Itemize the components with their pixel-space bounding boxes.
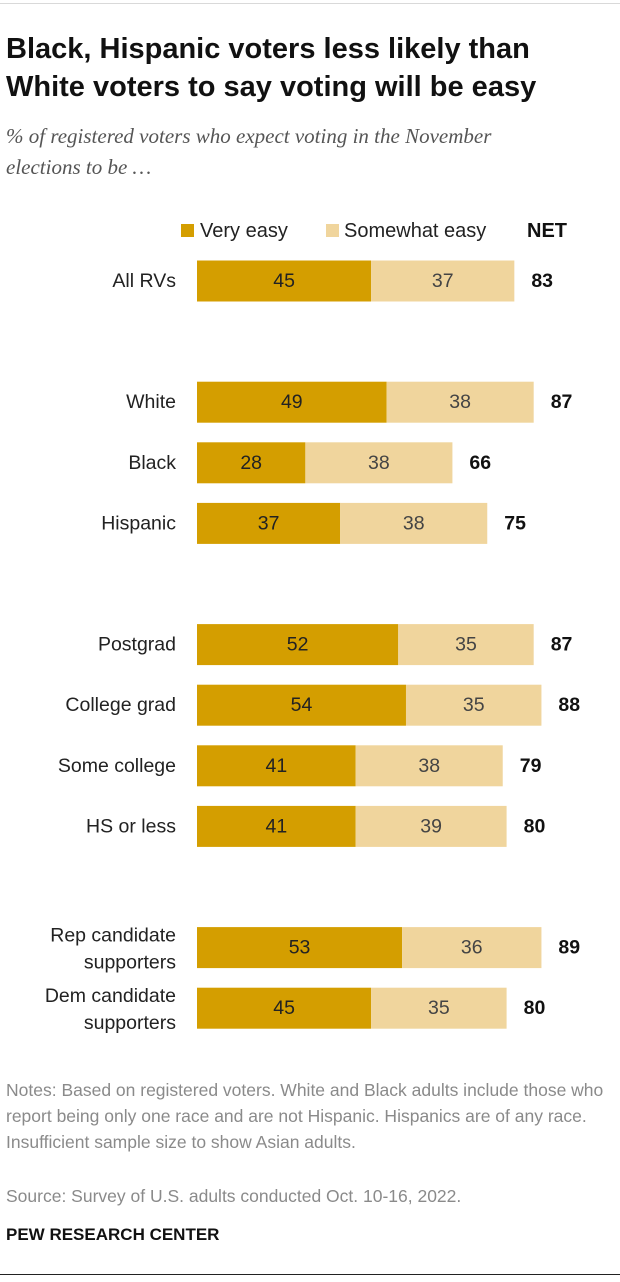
data-label-very-easy: 45 [273, 270, 295, 292]
bar-somewhat-easy [355, 805, 507, 847]
bar-somewhat-easy [371, 260, 515, 302]
bar-very-easy [197, 502, 341, 544]
data-label-net: 66 [469, 452, 491, 474]
data-label-very-easy: 28 [240, 452, 262, 474]
bar-somewhat-easy [405, 684, 542, 726]
data-label-somewhat-easy: 35 [455, 634, 477, 656]
data-label-very-easy: 41 [265, 755, 287, 777]
data-label-somewhat-easy: 39 [420, 815, 442, 837]
chart-title: Black, Hispanic voters less likely than … [6, 33, 537, 103]
data-label-very-easy: 49 [281, 391, 303, 413]
legend-net-header: NET [527, 220, 567, 242]
data-label-somewhat-easy: 36 [461, 937, 483, 959]
category-label: Some college [58, 755, 176, 777]
data-label-net: 89 [558, 937, 580, 959]
data-label-net: 80 [524, 815, 546, 837]
data-label-net: 88 [558, 694, 580, 716]
data-label-very-easy: 54 [291, 694, 313, 716]
category-label: Dem candidate supporters [45, 985, 176, 1034]
category-label: White [126, 391, 176, 413]
data-label-somewhat-easy: 38 [368, 452, 390, 474]
bar-very-easy [197, 624, 399, 666]
data-label-net: 80 [524, 997, 546, 1019]
data-label-very-easy: 37 [258, 512, 280, 534]
bar-very-easy [197, 260, 372, 302]
data-label-net: 83 [531, 270, 553, 292]
legend-label-very-easy: Very easy [200, 220, 288, 242]
data-label-somewhat-easy: 37 [432, 270, 454, 292]
category-label: Rep candidate supporters [50, 925, 176, 974]
bar-somewhat-easy [386, 381, 534, 423]
category-label: HS or less [86, 815, 176, 837]
category-label: Black [128, 452, 176, 474]
bar-very-easy [197, 442, 306, 484]
data-label-very-easy: 53 [289, 937, 311, 959]
brand-logo-text: PEW RESEARCH CENTER [6, 1225, 220, 1244]
data-label-somewhat-easy: 38 [418, 755, 440, 777]
stacked-bar-chart: All RVs 45 37 83 White 49 38 87 Black 28 38 66 Hispa… [45, 260, 580, 1034]
bar-somewhat-easy [340, 502, 488, 544]
bar-very-easy [197, 381, 387, 423]
data-label-net: 87 [551, 391, 573, 413]
chart-source: Source: Survey of U.S. adults conducted … [6, 1186, 462, 1206]
data-label-somewhat-easy: 35 [463, 694, 485, 716]
data-label-net: 87 [551, 634, 573, 656]
legend-label-somewhat-easy: Somewhat easy [344, 220, 487, 242]
data-label-very-easy: 45 [273, 997, 295, 1019]
data-label-very-easy: 52 [287, 634, 309, 656]
data-label-net: 75 [504, 512, 526, 534]
data-label-net: 79 [520, 755, 542, 777]
legend-swatch-very-easy [181, 224, 194, 237]
bar-very-easy [197, 805, 356, 847]
data-label-very-easy: 41 [265, 815, 287, 837]
category-label: Hispanic [101, 512, 176, 534]
bar-somewhat-easy [402, 927, 542, 969]
bar-very-easy [197, 927, 403, 969]
bar-somewhat-easy [355, 745, 503, 787]
bottom-rule [0, 1274, 620, 1275]
bar-very-easy [197, 684, 406, 726]
data-label-somewhat-easy: 38 [403, 512, 425, 534]
legend-swatch-somewhat-easy [326, 224, 339, 237]
data-label-somewhat-easy: 35 [428, 997, 450, 1019]
bar-very-easy [197, 987, 372, 1029]
bar-somewhat-easy [398, 624, 534, 666]
bar-somewhat-easy [371, 987, 507, 1029]
bar-very-easy [197, 745, 356, 787]
category-label: Postgrad [98, 634, 176, 656]
data-label-somewhat-easy: 38 [449, 391, 471, 413]
chart-subtitle: % of registered voters who expect voting… [6, 124, 492, 179]
top-rule [0, 3, 620, 4]
category-label: College grad [65, 694, 176, 716]
category-label: All RVs [112, 270, 176, 292]
bar-somewhat-easy [305, 442, 453, 484]
chart-notes: Notes: Based on registered voters. White… [6, 1080, 604, 1152]
